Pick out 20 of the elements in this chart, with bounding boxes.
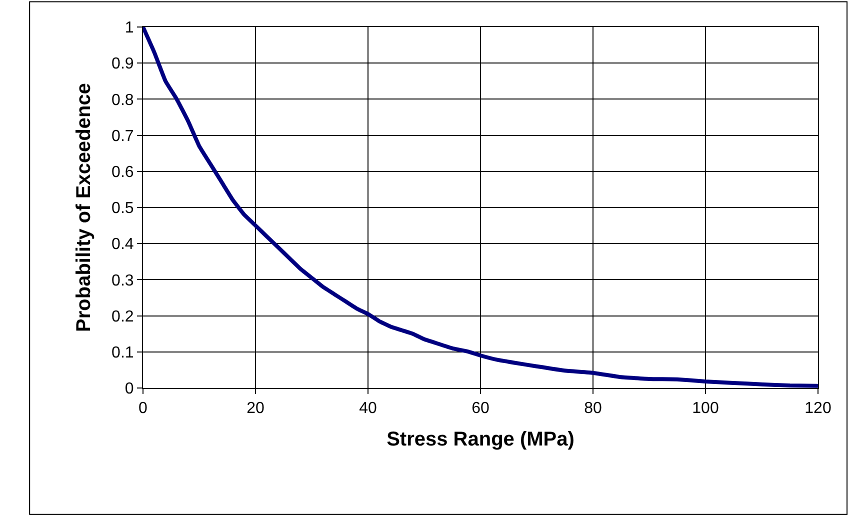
y-tick-label: 0.4: [112, 236, 134, 254]
y-tick-label: 0.2: [112, 308, 134, 326]
x-axis-title: Stress Range (MPa): [386, 428, 574, 451]
y-tick-label: 0.9: [112, 56, 134, 73]
y-tick-label: 0.3: [112, 272, 134, 290]
y-tick-label: 0: [124, 380, 134, 398]
x-tick-label: 0: [138, 400, 148, 418]
x-tick-label: 40: [359, 400, 377, 418]
y-tick-label: 0.8: [112, 92, 134, 109]
y-tick-label: 0.1: [112, 344, 134, 362]
x-tick-label: 100: [692, 400, 719, 418]
x-tick-label: 60: [472, 400, 490, 418]
y-axis-title: Probability of Exceedence: [73, 83, 96, 332]
y-tick-label: 0.5: [112, 200, 134, 218]
y-tick-label: 0.7: [112, 128, 134, 145]
x-tick-label: 80: [584, 400, 602, 418]
y-tick-label: 0.6: [112, 164, 134, 181]
y-tick-label: 1: [124, 20, 134, 37]
x-tick-label: 120: [804, 400, 832, 418]
x-tick-label: 20: [246, 400, 264, 418]
